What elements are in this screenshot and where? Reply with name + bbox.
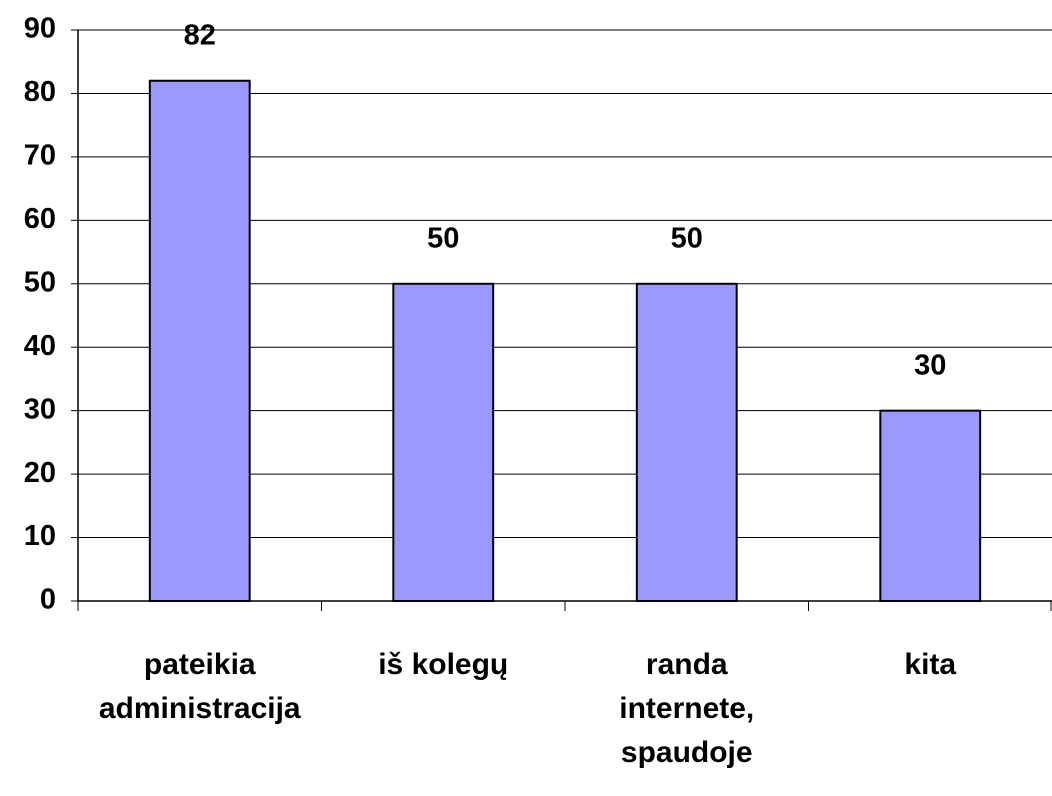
y-tick-label: 80	[24, 76, 56, 108]
y-tick-label: 10	[24, 520, 56, 552]
y-tick-label: 30	[24, 393, 56, 425]
value-label: 50	[671, 222, 703, 254]
y-tick-label: 50	[24, 266, 56, 298]
y-tick-label: 70	[24, 140, 56, 172]
value-label: 82	[184, 19, 216, 51]
x-tick-label: iš kolegų	[378, 648, 509, 681]
bar	[879, 409, 982, 602]
y-tick-label: 40	[24, 330, 56, 362]
y-tick-label: 90	[24, 13, 56, 45]
x-tick-label: randa internete, spaudoje	[619, 648, 755, 769]
bar	[148, 79, 251, 602]
value-label: 30	[914, 349, 946, 381]
bar	[392, 282, 495, 602]
bar	[635, 282, 738, 602]
y-tick-label: 60	[24, 203, 56, 235]
x-tick-label: pateikia administracija	[98, 648, 301, 725]
y-tick-label: 0	[40, 584, 56, 616]
y-tick-label: 20	[24, 457, 56, 489]
x-tick-label: kita	[904, 648, 957, 681]
value-label: 50	[427, 222, 459, 254]
